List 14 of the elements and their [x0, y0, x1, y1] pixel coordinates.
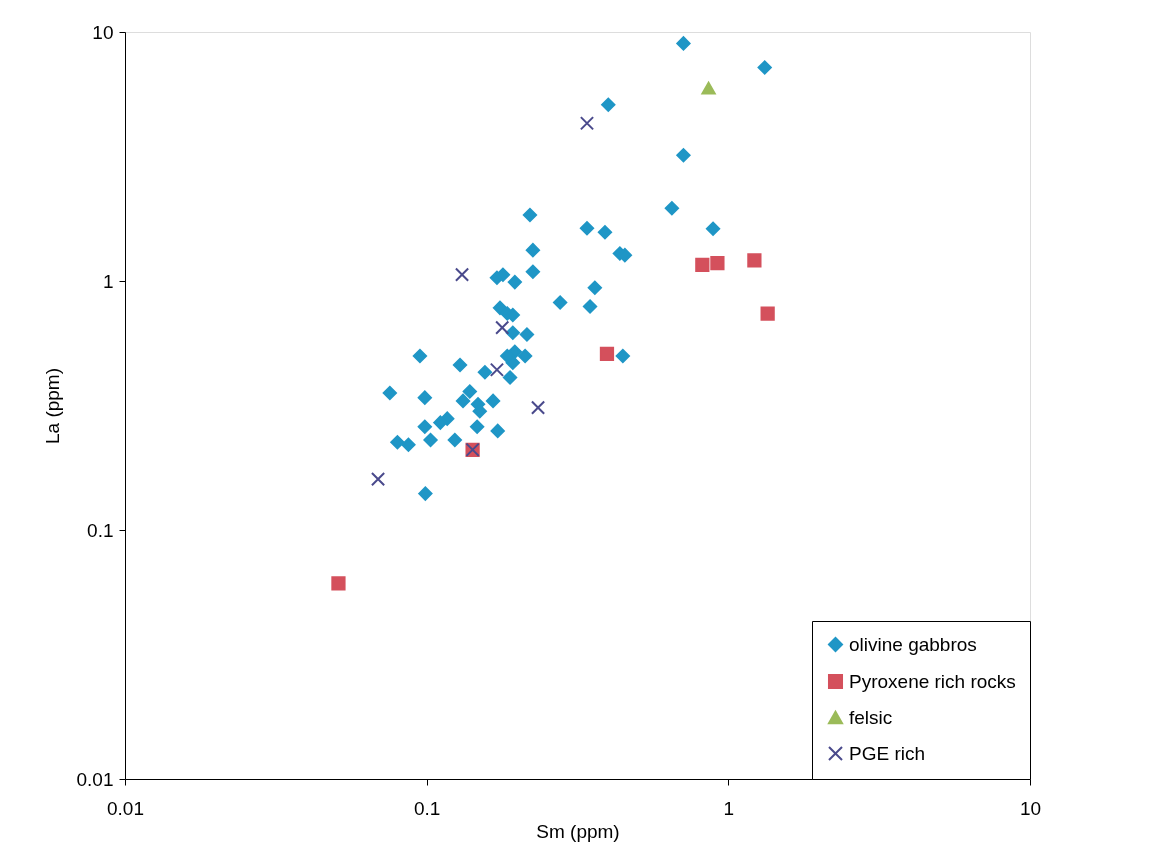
- y-tick-label: 10: [92, 21, 114, 43]
- y-tick-label: 1: [102, 270, 114, 292]
- x-tick-label: 0.01: [107, 797, 144, 819]
- legend-label: PGE rich: [849, 742, 926, 764]
- legend-label: Pyroxene rich rocks: [849, 670, 1016, 692]
- y-axis-title: La (ppm): [41, 367, 63, 445]
- legend-label: olivine gabbros: [849, 633, 977, 655]
- x-axis-title: Sm (ppm): [536, 820, 620, 842]
- x-tick-label: 10: [1019, 797, 1042, 819]
- y-tick-label: 0.1: [87, 519, 114, 541]
- x-tick-label: 0.1: [413, 797, 441, 819]
- x-tick-label: 1: [723, 797, 735, 819]
- y-tick-label: 0.01: [76, 768, 114, 790]
- legend-label: felsic: [849, 706, 893, 728]
